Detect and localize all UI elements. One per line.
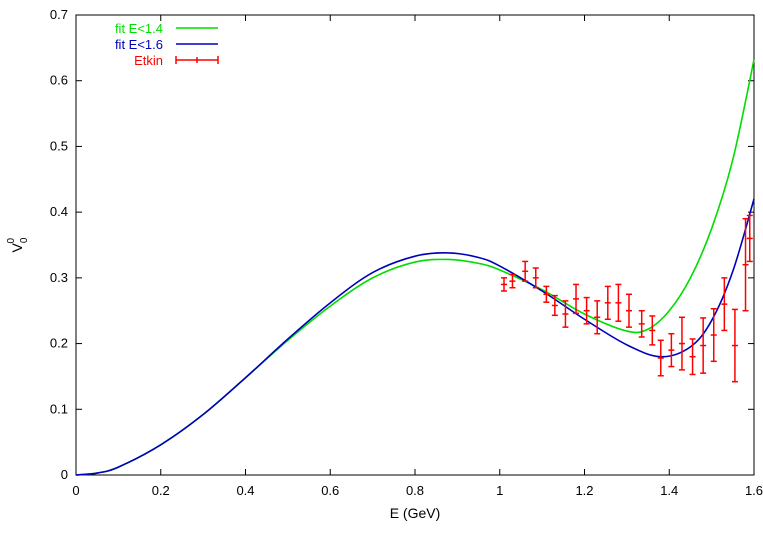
data-point <box>721 277 728 332</box>
y-axis: 0 0.1 0.2 0.3 0.4 0.5 0.6 0.7 <box>50 7 754 482</box>
data-point <box>731 308 738 383</box>
x-tick-label: 0 <box>72 483 79 498</box>
series-line <box>75 198 755 476</box>
y-axis-label: V00 <box>6 237 30 252</box>
data-point <box>604 285 611 321</box>
data-point <box>742 217 749 312</box>
data-point <box>509 273 516 289</box>
legend-errorbar-swatch <box>175 56 219 64</box>
y-tick-label: 0.7 <box>50 7 68 22</box>
plot-frame <box>75 14 755 476</box>
data-point <box>615 283 622 322</box>
data-point <box>583 296 590 325</box>
data-point <box>562 300 569 328</box>
data-point <box>594 300 601 335</box>
y-tick-label: 0.5 <box>50 138 68 153</box>
x-axis-label: E (GeV) <box>390 505 441 521</box>
data-point <box>746 214 753 263</box>
data-point <box>649 315 656 346</box>
x-tick-label: 0.6 <box>321 483 339 498</box>
x-tick-label: 0.8 <box>406 483 424 498</box>
data-point <box>532 267 539 289</box>
x-tick-label: 1 <box>496 483 503 498</box>
y-tick-label: 0.1 <box>50 401 68 416</box>
x-tick-label: 1.4 <box>660 483 678 498</box>
x-tick-label: 0.2 <box>152 483 170 498</box>
data-point <box>543 285 550 303</box>
y-axis-label-base: V <box>9 242 25 252</box>
series-line <box>75 59 755 476</box>
data-point <box>710 307 717 363</box>
x-tick-label: 1.6 <box>745 483 763 498</box>
x-tick-label: 0.4 <box>236 483 254 498</box>
data-point <box>573 283 580 315</box>
data-point <box>657 339 664 377</box>
data-point <box>638 309 645 338</box>
legend-label: fit E<1.4 <box>115 21 163 36</box>
data-point <box>500 277 507 292</box>
x-tick-label: 1.2 <box>575 483 593 498</box>
y-tick-label: 0 <box>61 467 68 482</box>
data-point <box>689 338 696 376</box>
x-axis: 0 0.2 0.4 0.6 0.8 1 1.2 1.4 1.6 <box>72 15 763 498</box>
data-point <box>522 260 529 282</box>
y-tick-label: 0.2 <box>50 336 68 351</box>
series-layer <box>75 59 755 476</box>
y-tick-label: 0.3 <box>50 270 68 285</box>
y-tick-label: 0.6 <box>50 73 68 88</box>
data-point <box>678 316 685 371</box>
data-point <box>700 317 707 374</box>
legend-label: Etkin <box>134 53 163 68</box>
legend-label: fit E<1.6 <box>115 37 163 52</box>
data-point <box>625 293 632 328</box>
y-axis-label-sub: 0 <box>19 237 30 243</box>
data-point <box>668 332 675 368</box>
data-point <box>551 294 558 317</box>
y-axis-label-sup: 0 <box>6 238 17 244</box>
y-tick-label: 0.4 <box>50 204 68 219</box>
